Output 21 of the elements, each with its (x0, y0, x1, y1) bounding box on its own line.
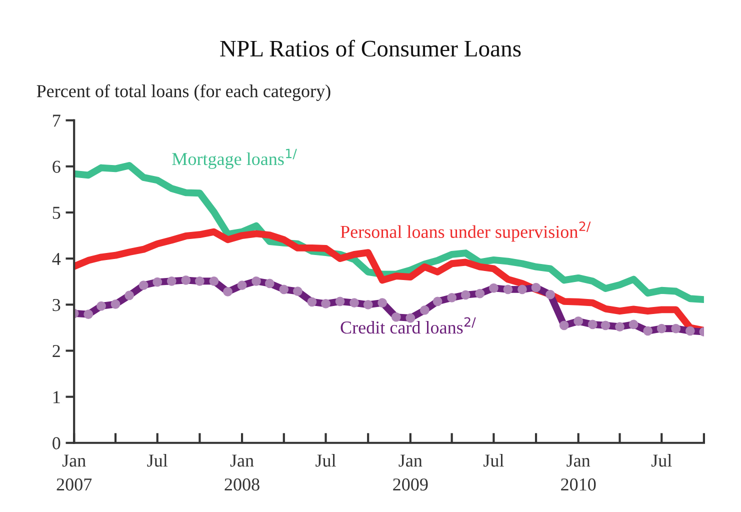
series-label: Personal loans under supervision$^{2/}$ (340, 221, 591, 242)
y-tick-label: 4 (52, 252, 61, 265)
y-axis-title: Percent of total loans (for each category) (36, 84, 330, 101)
series-label: Credit card loans$^{2/}$ (340, 317, 476, 334)
y-tick-label: 0 (52, 437, 60, 450)
x-tick-label: Jan 2008 (224, 454, 260, 491)
chart-title: NPL Ratios of Consumer Loans (220, 40, 521, 57)
y-tick-label: 1 (53, 391, 60, 404)
series-label: Mortgage loans$^{1/}$ (172, 148, 297, 169)
x-tick-label: Jul (316, 454, 336, 467)
y-tick-label: 2 (52, 345, 60, 357)
x-tick-label: Jul (484, 454, 504, 467)
x-tick-label: Jan 2009 (393, 454, 428, 491)
y-tick-label: 7 (53, 114, 60, 127)
x-tick-label: Jan 2010 (561, 454, 596, 491)
x-tick-label: Jul (147, 454, 168, 467)
y-tick-label: 3 (52, 298, 60, 312)
x-tick-label: Jan 2007 (56, 454, 92, 491)
y-tick-label: 5 (52, 206, 60, 219)
x-tick-label: Jul (651, 454, 672, 467)
y-tick-label: 6 (52, 160, 60, 173)
